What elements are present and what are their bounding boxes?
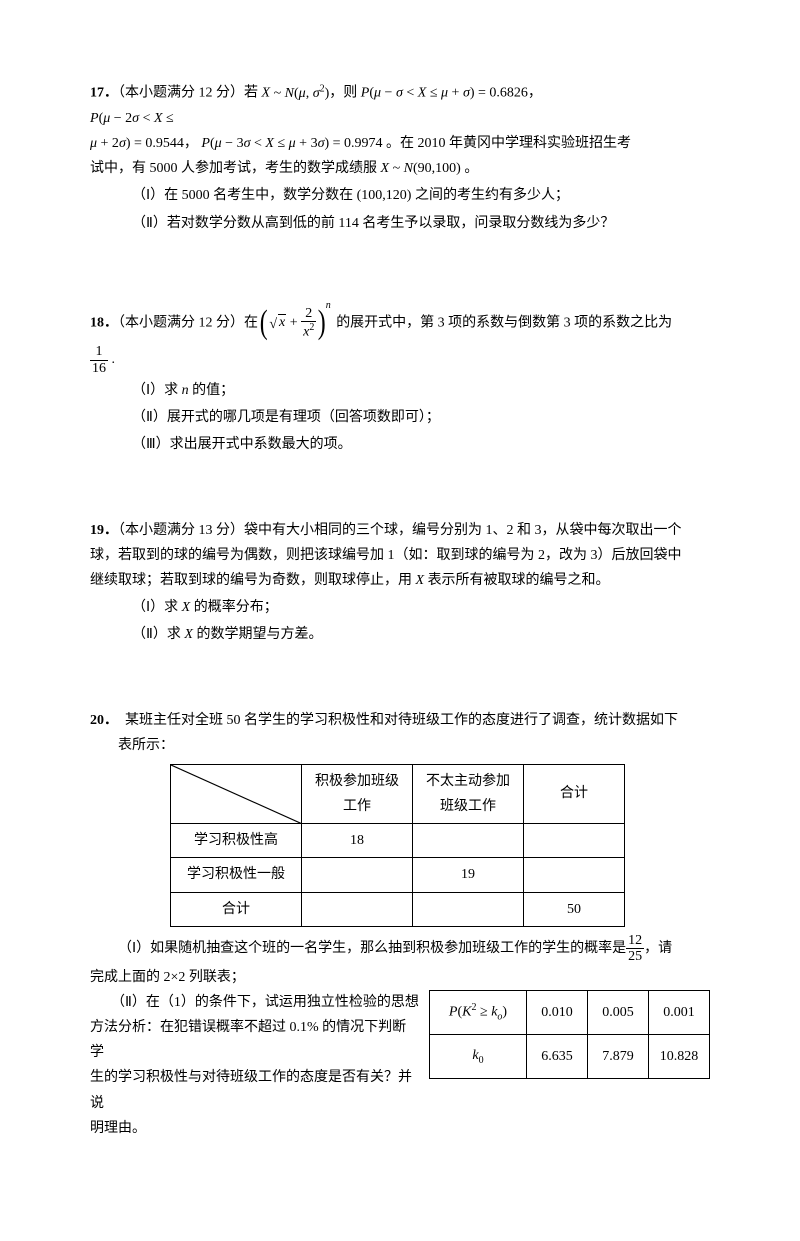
- p17-line4: 试中，有 5000 人参加考试，考生的数学成绩服: [90, 161, 381, 176]
- p18-ratio: 116 .: [90, 344, 710, 376]
- p18-frac: 116: [90, 344, 108, 376]
- ct-col2: 不太主动参加班级工作: [413, 764, 524, 823]
- p19-t1: 袋中有大小相同的三个球，编号分别为 1、2 和 3，从袋中每次取出一个: [244, 523, 682, 538]
- p18-period: .: [108, 352, 115, 367]
- p20-p2c: 生的学习积极性与对待班级工作的态度是否有关？并说: [90, 1065, 419, 1115]
- p17-distb: ~ N(μ, σ2): [274, 86, 330, 101]
- problem-18: 18．（本小题满分 12 分）在(√x + 2x2)n 的展开式中，第 3 项的…: [90, 306, 710, 458]
- p17-dist2: X ~ N(90,100): [381, 161, 461, 176]
- ct-v23: [524, 858, 625, 892]
- k-table: P(K2 ≥ ko) 0.010 0.005 0.001 k0 6.635 7.…: [429, 990, 710, 1079]
- kt-p2: 0.005: [588, 990, 649, 1034]
- p17-prob2b: μ + 2σ) = 0.9544: [90, 136, 184, 151]
- p17-dist: X: [262, 86, 271, 101]
- ct-vtotal: 50: [524, 892, 625, 926]
- p18-header: （本小题满分 12 分）: [118, 315, 244, 330]
- p17-t1b: ，则: [329, 86, 361, 101]
- kt-k1: 6.635: [527, 1035, 588, 1079]
- p20-frac12-25: 1225: [626, 933, 644, 965]
- p18-num: 18．: [90, 315, 118, 330]
- p17-sub2: （Ⅱ）若对数学分数从高到低的前 114 名考生予以录取，问录取分数线为多少？: [90, 211, 710, 236]
- p19-body: 19．（本小题满分 13 分）袋中有大小相同的三个球，编号分别为 1、2 和 3…: [90, 518, 710, 594]
- p20-p2b: 方法分析：在犯错误概率不超过 0.1% 的情况下判断学: [90, 1015, 419, 1065]
- ct-v31: [302, 892, 413, 926]
- ct-row3: 合计: [171, 892, 302, 926]
- p17-prob1: P(μ − σ < X ≤ μ + σ) = 0.6826: [361, 86, 528, 101]
- p17-body: 17．（本小题满分 12 分）若 X ~ N(μ, σ2)，则 P(μ − σ …: [90, 80, 710, 181]
- p19-header: （本小题满分 13 分）: [118, 523, 244, 538]
- ct-row1: 学习积极性高: [171, 824, 302, 858]
- p18-sub2: （Ⅱ）展开式的哪几项是有理项（回答项数即可）；: [90, 405, 710, 430]
- p17-num: 17．: [90, 86, 118, 101]
- p20-p2d: 明理由。: [90, 1116, 419, 1141]
- ct-row2: 学习积极性一般: [171, 858, 302, 892]
- p20-p1c: 完成上面的 2×2 列联表；: [90, 965, 710, 990]
- p17-t1a: 若: [244, 86, 262, 101]
- p20-p1a: （Ⅰ）如果随机抽查这个班的一名学生，那么抽到积极参加班级工作的学生的概率是: [118, 941, 626, 956]
- p20-p2a: （Ⅱ）在（1）的条件下，试运用独立性检验的思想: [90, 990, 419, 1015]
- p17-line3c: 。在 2010 年黄冈中学理科实验班招生考: [383, 136, 632, 151]
- p18-t2: 的展开式中，第 3 项的系数与倒数第 3 项的系数之比为: [333, 315, 673, 330]
- p17-sub1: （Ⅰ）在 5000 名考生中，数学分数在 (100,120) 之间的考生约有多少…: [90, 183, 710, 208]
- problem-19: 19．（本小题满分 13 分）袋中有大小相同的三个球，编号分别为 1、2 和 3…: [90, 518, 710, 648]
- p17-header: （本小题满分 12 分）: [118, 86, 244, 101]
- p17-line4b: 。: [461, 161, 479, 176]
- ct-v21: [302, 858, 413, 892]
- kt-p1: 0.010: [527, 990, 588, 1034]
- p17-prob2a: P(μ − 2σ < X ≤: [90, 111, 174, 126]
- p19-t2: 球，若取到的球的编号为偶数，则把该球编号加 1（如：取到球的编号为 2，改为 3…: [90, 548, 682, 563]
- p19-sub2: （Ⅱ）求 X 的数学期望与方差。: [90, 622, 710, 647]
- p20-p1b: ，请: [644, 941, 672, 956]
- ct-v13: [524, 824, 625, 858]
- kt-p3: 0.001: [649, 990, 710, 1034]
- p18-formula: (√x + 2x2)n: [258, 306, 333, 340]
- kt-h: P(K2 ≥ ko): [430, 990, 527, 1034]
- ct-diag-cell: [171, 764, 302, 823]
- ct-v11: 18: [302, 824, 413, 858]
- contingency-table: 积极参加班级工作 不太主动参加班级工作 合计 学习积极性高 18 学习积极性一般…: [170, 764, 625, 927]
- kt-k3: 10.828: [649, 1035, 710, 1079]
- p20-row: （Ⅱ）在（1）的条件下，试运用独立性检验的思想 方法分析：在犯错误概率不超过 0…: [90, 990, 710, 1141]
- ct-v22: 19: [413, 858, 524, 892]
- p18-t1: 在: [244, 315, 258, 330]
- k-table-wrap: P(K2 ≥ ko) 0.010 0.005 0.001 k0 6.635 7.…: [429, 990, 710, 1079]
- p18-line1: 18．（本小题满分 12 分）在(√x + 2x2)n 的展开式中，第 3 项的…: [90, 306, 710, 340]
- p20-body: 20． 某班主任对全班 50 名学生的学习积极性和对待班级工作的态度进行了调查，…: [90, 708, 710, 758]
- ct-v12: [413, 824, 524, 858]
- p20-part1: （Ⅰ）如果随机抽查这个班的一名学生，那么抽到积极参加班级工作的学生的概率是122…: [90, 933, 710, 965]
- problem-17: 17．（本小题满分 12 分）若 X ~ N(μ, σ2)，则 P(μ − σ …: [90, 80, 710, 236]
- ct-col3: 合计: [524, 764, 625, 823]
- p17-prob3: P(μ − 3σ < X ≤ μ + 3σ) = 0.9974: [201, 136, 382, 151]
- p20-t1: 某班主任对全班 50 名学生的学习积极性和对待班级工作的态度进行了调查，统计数据…: [125, 713, 678, 728]
- ct-v32: [413, 892, 524, 926]
- p19-t3: 继续取球；若取到球的编号为奇数，则取球停止，用 X 表示所有被取球的编号之和。: [90, 573, 610, 588]
- p20-part2-text: （Ⅱ）在（1）的条件下，试运用独立性检验的思想 方法分析：在犯错误概率不超过 0…: [90, 990, 419, 1141]
- p20-num: 20．: [90, 713, 118, 728]
- problem-20: 20． 某班主任对全班 50 名学生的学习积极性和对待班级工作的态度进行了调查，…: [90, 708, 710, 1141]
- p17-comma: ，: [528, 86, 542, 101]
- p17-c2: ，: [184, 136, 198, 151]
- kt-k: k0: [430, 1035, 527, 1079]
- p19-sub1: （Ⅰ）求 X 的概率分布；: [90, 595, 710, 620]
- kt-k2: 7.879: [588, 1035, 649, 1079]
- p20-t2: 表所示：: [90, 738, 174, 753]
- ct-col1: 积极参加班级工作: [302, 764, 413, 823]
- p19-num: 19．: [90, 523, 118, 538]
- p18-sub3: （Ⅲ）求出展开式中系数最大的项。: [90, 432, 710, 457]
- p18-sub1: （Ⅰ）求 n 的值；: [90, 378, 710, 403]
